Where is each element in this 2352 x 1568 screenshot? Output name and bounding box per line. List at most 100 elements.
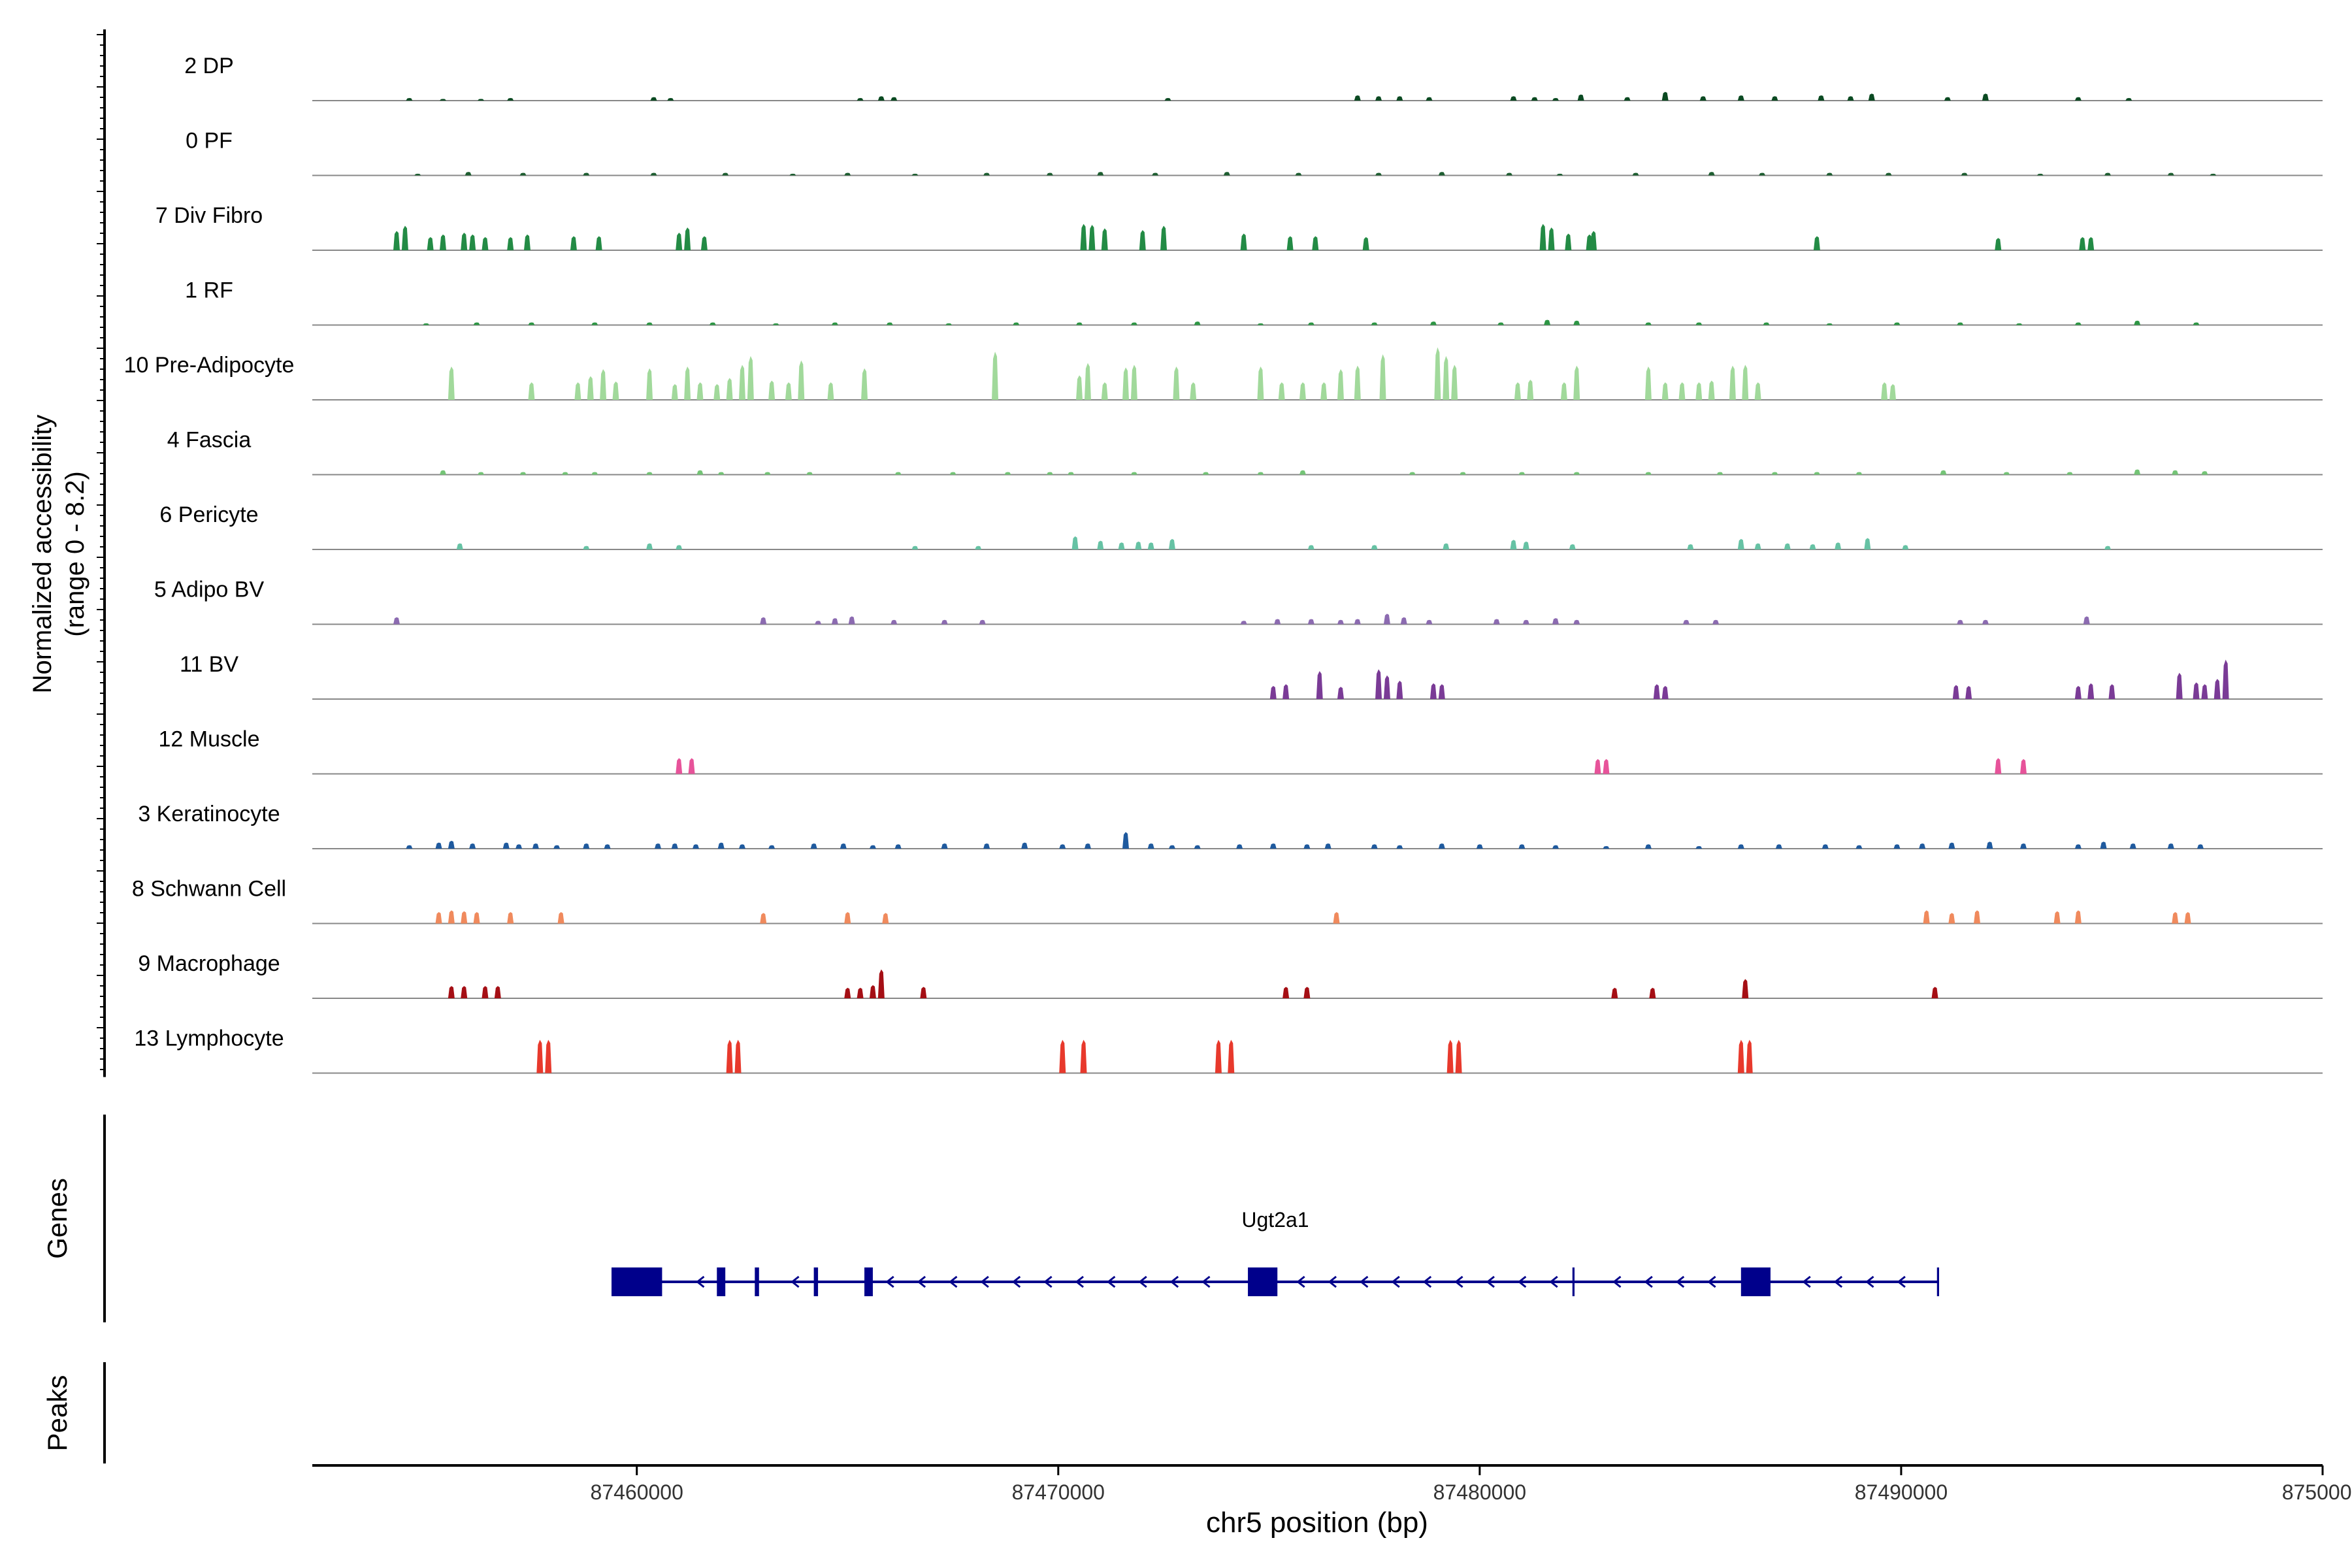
track-2-dp: 2 DP xyxy=(184,54,2323,101)
coverage-peak xyxy=(798,360,805,400)
coverage-peak xyxy=(1354,619,1361,625)
coverage-peak xyxy=(1573,619,1580,625)
coverage-peak xyxy=(2176,672,2183,699)
coverage-peak xyxy=(1661,91,1669,101)
coverage-peak xyxy=(1902,545,1909,549)
strand-chevron xyxy=(980,1275,989,1288)
gene-exon xyxy=(1936,1267,1939,1296)
strand-chevron xyxy=(1644,1275,1653,1288)
coverage-peak xyxy=(1708,380,1715,400)
coverage-peak xyxy=(806,472,813,475)
track-label: 13 Lymphocyte xyxy=(134,1026,284,1051)
coverage-peak xyxy=(507,912,514,924)
peaks-panel-label: Peaks xyxy=(42,1375,73,1452)
coverage-peak xyxy=(2087,683,2095,699)
x-tick-label: 87480000 xyxy=(1433,1480,1526,1504)
coverage-peak xyxy=(1556,173,1563,176)
coverage-peak xyxy=(439,99,446,101)
coverage-peak xyxy=(2019,759,2027,774)
coverage-peak xyxy=(1813,472,1820,475)
coverage-peak xyxy=(1995,238,2002,250)
coverage-peak xyxy=(1742,979,1749,998)
coverage-peak xyxy=(1868,93,1875,101)
coverage-peak xyxy=(886,322,893,325)
coverage-peak xyxy=(1375,669,1382,699)
coverage-peak xyxy=(2172,912,2179,924)
coverage-peak xyxy=(507,97,514,101)
coverage-peak xyxy=(1560,382,1567,400)
coverage-peak xyxy=(2213,679,2221,699)
coverage-peak xyxy=(1240,621,1247,625)
coverage-peak xyxy=(1190,382,1197,400)
coverage-peak xyxy=(671,384,678,400)
coverage-peak xyxy=(1577,94,1584,101)
coverage-peak xyxy=(831,322,838,325)
coverage-peak xyxy=(1371,844,1378,849)
strand-chevron xyxy=(791,1275,800,1288)
track-label: 0 PF xyxy=(186,129,233,154)
coverage-peak xyxy=(465,172,472,176)
track-label: 3 Keratinocyte xyxy=(138,802,280,826)
strand-chevron xyxy=(1075,1275,1084,1288)
coverage-peak xyxy=(2134,320,2141,325)
coverage-peak xyxy=(612,381,619,400)
coverage-peak xyxy=(406,845,413,849)
coverage-peak xyxy=(1611,987,1618,998)
genes-panel: Genes Ugt2a1 xyxy=(42,1115,1939,1322)
coverage-peak xyxy=(831,618,838,625)
coverage-peak xyxy=(1809,544,1816,549)
coverage-peak xyxy=(570,236,577,250)
coverage-peak xyxy=(1320,382,1328,400)
coverage-peak xyxy=(1948,842,1955,849)
coverage-peak xyxy=(1013,322,1020,325)
strand-chevron xyxy=(1865,1275,1874,1288)
coverage-peak xyxy=(1426,619,1433,625)
coverage-peak xyxy=(911,546,919,549)
coverage-peak xyxy=(1400,617,1407,625)
coverage-peak xyxy=(1974,910,1981,924)
x-axis-label: chr5 position (bp) xyxy=(1206,1507,1428,1539)
coverage-peak xyxy=(1135,541,1142,549)
coverage-peak xyxy=(1383,613,1390,625)
coverage-peak xyxy=(726,1039,733,1073)
coverage-peak xyxy=(920,987,927,998)
coverage-peak xyxy=(945,323,953,325)
coverage-peak xyxy=(1139,230,1146,250)
coverage-peak xyxy=(1476,844,1483,849)
coverage-peak xyxy=(2053,911,2061,924)
coverage-peak xyxy=(448,910,455,924)
coverage-peak xyxy=(1544,319,1551,325)
coverage-peak xyxy=(1194,321,1201,325)
coverage-peak xyxy=(519,472,527,475)
coverage-peak xyxy=(2003,472,2010,475)
coverage-peak xyxy=(545,1039,552,1073)
coverage-peak xyxy=(857,987,864,998)
coverage-peak xyxy=(713,384,721,400)
coverage-peak xyxy=(646,543,653,549)
coverage-peak xyxy=(1763,322,1770,325)
coverage-peak xyxy=(1316,671,1323,699)
coverage-peak xyxy=(1021,842,1028,849)
strand-chevron xyxy=(1675,1275,1685,1288)
coverage-peak xyxy=(507,237,514,250)
coverage-peak xyxy=(1324,843,1331,849)
coverage-peak xyxy=(1274,619,1281,625)
coverage-peak xyxy=(1282,684,1290,699)
coverage-peak xyxy=(469,234,476,250)
y-axis-label: Normalized accessibility (range 0 - 8.2) xyxy=(28,415,90,694)
coverage-peak xyxy=(1223,172,1230,176)
coverage-peak xyxy=(1771,96,1778,101)
coverage-peak xyxy=(1443,543,1450,549)
coverage-peak xyxy=(1434,347,1441,400)
coverage-peak xyxy=(1948,913,1955,924)
coverage-peak xyxy=(1046,172,1053,176)
coverage-peak xyxy=(439,234,446,250)
coverage-peak xyxy=(604,844,611,849)
coverage-peak xyxy=(1215,1039,1222,1073)
track-label: 10 Pre-Adipocyte xyxy=(124,353,295,378)
coverage-peak xyxy=(1147,843,1154,849)
coverage-peak xyxy=(684,367,691,400)
strand-chevron xyxy=(885,1275,894,1288)
coverage-peak xyxy=(583,546,590,549)
coverage-peak xyxy=(840,843,847,849)
